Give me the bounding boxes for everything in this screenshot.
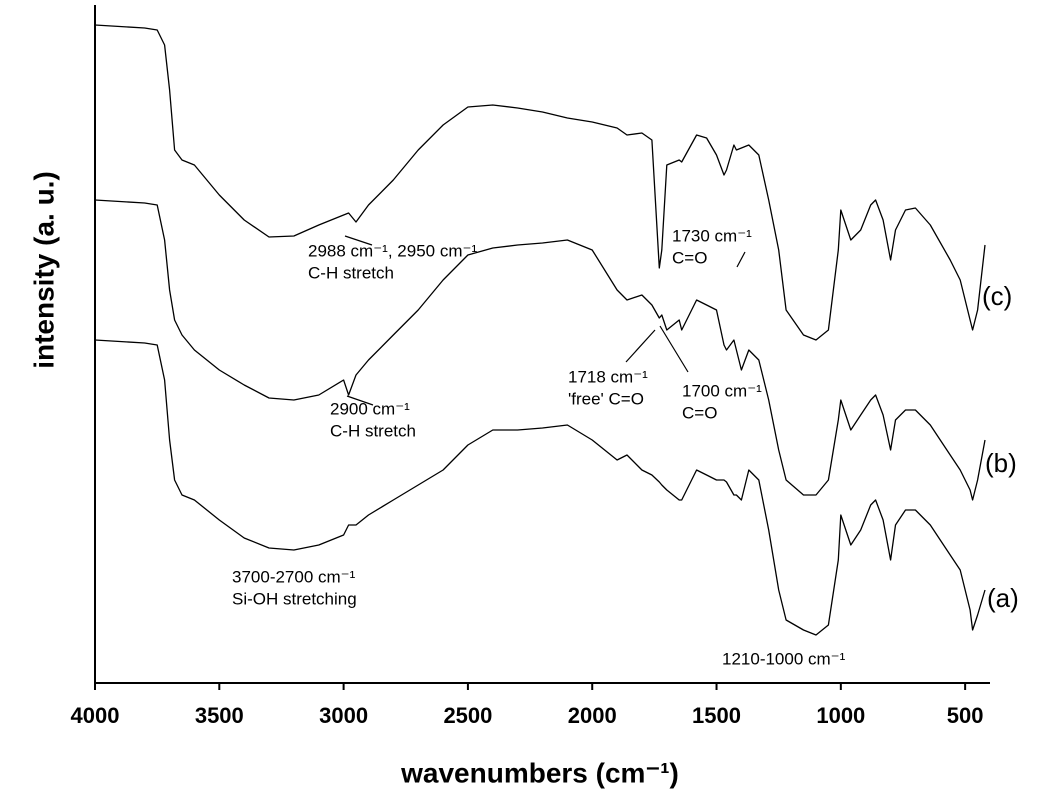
spectrum-line: [94, 199, 986, 501]
x-tick-label: 2000: [568, 703, 617, 728]
annotation: 1210-1000 cm⁻¹: [722, 649, 846, 668]
annotation-leader: [659, 325, 689, 373]
series-label: (c): [982, 281, 1012, 311]
annotation: Si-OH stretching: [232, 589, 357, 608]
x-axis-title: wavenumbers (cm⁻¹): [400, 757, 679, 788]
annotation: 'free' C=O: [568, 389, 644, 408]
spectrum-line: [94, 339, 986, 636]
annotation: 1730 cm⁻¹: [672, 226, 752, 245]
annotation-leader: [346, 395, 374, 406]
series-label: (a): [987, 583, 1019, 613]
x-tick-label: 500: [947, 703, 984, 728]
annotation: 3700-2700 cm⁻¹: [232, 567, 356, 586]
series-label: (b): [985, 448, 1017, 478]
annotation: 2900 cm⁻¹: [330, 399, 410, 418]
annotation: C-H stretch: [308, 263, 394, 282]
y-axis-title: intensity (a. u.): [28, 171, 59, 369]
annotation: C=O: [682, 403, 717, 422]
annotation: 2988 cm⁻¹, 2950 cm⁻¹: [308, 241, 477, 260]
x-tick-label: 1000: [816, 703, 865, 728]
x-tick-label: 3000: [319, 703, 368, 728]
annotation: 1718 cm⁻¹: [568, 367, 648, 386]
annotation-leader: [344, 235, 373, 246]
x-tick-label: 4000: [71, 703, 120, 728]
annotation-leader: [625, 329, 656, 363]
x-tick-label: 2500: [443, 703, 492, 728]
x-tick-label: 3500: [195, 703, 244, 728]
x-tick-label: 1500: [692, 703, 741, 728]
annotation: C-H stretch: [330, 421, 416, 440]
annotation: C=O: [672, 248, 707, 267]
annotation: 1700 cm⁻¹: [682, 381, 762, 400]
spectrum-line: [94, 24, 986, 341]
annotation-leader: [736, 251, 746, 268]
